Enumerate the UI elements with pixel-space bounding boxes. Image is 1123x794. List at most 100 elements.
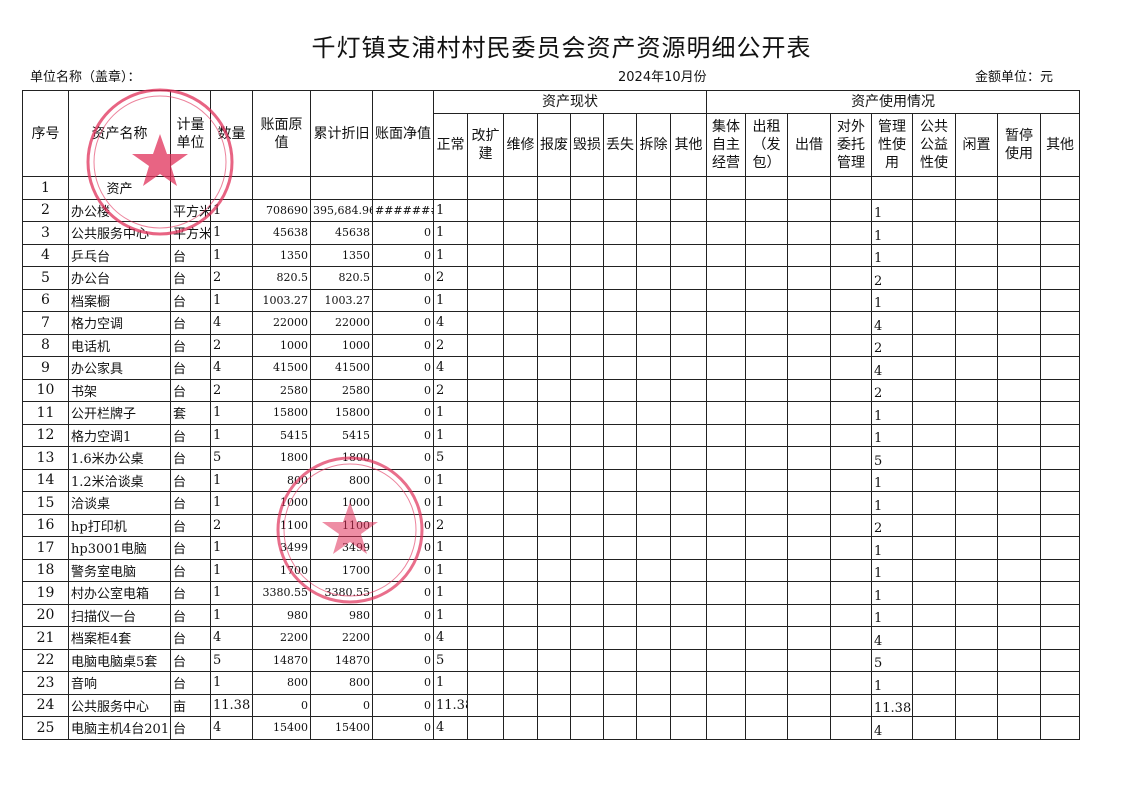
cell-empty bbox=[467, 716, 504, 740]
cell-quantity: 1 bbox=[210, 468, 253, 492]
cell-empty bbox=[670, 401, 707, 425]
cell-empty bbox=[467, 243, 504, 267]
cell-empty bbox=[955, 626, 998, 650]
cell-original-value: 15400 bbox=[252, 716, 311, 740]
cell-empty bbox=[670, 648, 707, 672]
cell-empty bbox=[537, 198, 571, 222]
cell-accumulated-depreciation: 2580 bbox=[310, 378, 373, 402]
cell-empty bbox=[503, 491, 538, 515]
cell-empty bbox=[636, 558, 671, 582]
cell-empty bbox=[537, 288, 571, 312]
cell-accumulated-depreciation: 1700 bbox=[310, 558, 373, 582]
cell-empty bbox=[955, 176, 998, 200]
cell-empty bbox=[912, 333, 956, 357]
table-row: 14 1.2米洽谈桌 台 1 800 800 0 1 1 bbox=[22, 468, 1081, 492]
cell-empty bbox=[706, 198, 746, 222]
cell-empty bbox=[503, 603, 538, 627]
cell-empty bbox=[503, 648, 538, 672]
cell-empty bbox=[1039, 356, 1081, 380]
table-row: 3 公共服务中心 平方米 1 45638 45638 0 1 1 bbox=[22, 221, 1081, 245]
cell-quantity: 2 bbox=[210, 513, 253, 537]
cell-accumulated-depreciation: 1350 bbox=[310, 243, 373, 267]
cell-empty bbox=[830, 311, 872, 335]
cell-empty bbox=[503, 266, 538, 290]
cell-empty bbox=[537, 266, 571, 290]
cell-empty bbox=[636, 333, 671, 357]
header-asset-status: 资产现状 bbox=[433, 90, 707, 114]
header-net-value: 账面净值 bbox=[372, 90, 434, 177]
cell-status-normal: 4 bbox=[433, 356, 468, 380]
cell-status-normal: 1 bbox=[433, 603, 468, 627]
cell-empty bbox=[570, 468, 604, 492]
cell-empty bbox=[955, 581, 998, 605]
cell-empty bbox=[603, 446, 637, 470]
cell-empty bbox=[636, 716, 671, 740]
cell-status-normal: 1 bbox=[433, 243, 468, 267]
cell-empty bbox=[997, 356, 1041, 380]
cell-quantity: 1 bbox=[210, 288, 253, 312]
cell-empty bbox=[706, 491, 746, 515]
cell-empty bbox=[787, 333, 831, 357]
cell-seq: 7 bbox=[22, 311, 69, 335]
header-usage-col: 管理性使用 bbox=[871, 113, 913, 177]
cell-empty bbox=[706, 513, 746, 537]
cell-net-value: 0 bbox=[372, 536, 434, 560]
cell-net-value: 0 bbox=[372, 693, 434, 717]
cell-empty bbox=[997, 603, 1041, 627]
cell-empty bbox=[636, 671, 671, 695]
cell-empty bbox=[537, 693, 571, 717]
cell-empty bbox=[787, 491, 831, 515]
cell-net-value: 0 bbox=[372, 401, 434, 425]
cell-empty bbox=[955, 288, 998, 312]
cell-unit: 台 bbox=[170, 581, 211, 605]
cell-empty bbox=[467, 536, 504, 560]
cell-empty bbox=[603, 491, 637, 515]
cell-empty bbox=[537, 243, 571, 267]
cell-usage-management: 1 bbox=[871, 491, 913, 515]
cell-quantity: 1 bbox=[210, 536, 253, 560]
cell-empty bbox=[670, 221, 707, 245]
cell-empty bbox=[467, 468, 504, 492]
cell-seq: 11 bbox=[22, 401, 69, 425]
cell-empty bbox=[745, 626, 788, 650]
cell-empty bbox=[745, 176, 788, 200]
cell-empty bbox=[912, 716, 956, 740]
cell-empty bbox=[912, 198, 956, 222]
cell-seq: 15 bbox=[22, 491, 69, 515]
cell-empty bbox=[830, 378, 872, 402]
cell-original-value: 2200 bbox=[252, 626, 311, 650]
cell-empty bbox=[537, 423, 571, 447]
cell-original-value: 1350 bbox=[252, 243, 311, 267]
cell-empty bbox=[787, 221, 831, 245]
cell-empty bbox=[912, 243, 956, 267]
header-status-col: 维修 bbox=[503, 113, 538, 177]
cell-empty bbox=[997, 513, 1041, 537]
cell-empty bbox=[830, 513, 872, 537]
cell-unit: 台 bbox=[170, 243, 211, 267]
cell-unit: 台 bbox=[170, 716, 211, 740]
cell-empty bbox=[636, 648, 671, 672]
cell-empty bbox=[955, 401, 998, 425]
cell-empty bbox=[830, 423, 872, 447]
cell-empty bbox=[706, 648, 746, 672]
cell-empty bbox=[997, 266, 1041, 290]
cell-status-normal: 1 bbox=[433, 198, 468, 222]
cell-empty bbox=[570, 221, 604, 245]
header-status-col: 改扩建 bbox=[467, 113, 504, 177]
cell-unit: 台 bbox=[170, 626, 211, 650]
cell-empty bbox=[467, 356, 504, 380]
table-row: 15 洽谈桌 台 1 1000 1000 0 1 1 bbox=[22, 491, 1081, 515]
cell-empty bbox=[537, 491, 571, 515]
cell-empty bbox=[830, 536, 872, 560]
cell-net-value: 0 bbox=[372, 356, 434, 380]
cell-net-value: 0 bbox=[372, 378, 434, 402]
cell-seq: 9 bbox=[22, 356, 69, 380]
cell-empty bbox=[1039, 468, 1081, 492]
cell-empty bbox=[603, 221, 637, 245]
cell-empty bbox=[830, 176, 872, 200]
cell-usage-management: 5 bbox=[871, 648, 913, 672]
cell-empty bbox=[706, 176, 746, 200]
cell-empty bbox=[955, 513, 998, 537]
cell-empty bbox=[1039, 221, 1081, 245]
table-row: 13 1.6米办公桌 台 5 1800 1800 0 5 5 bbox=[22, 446, 1081, 470]
